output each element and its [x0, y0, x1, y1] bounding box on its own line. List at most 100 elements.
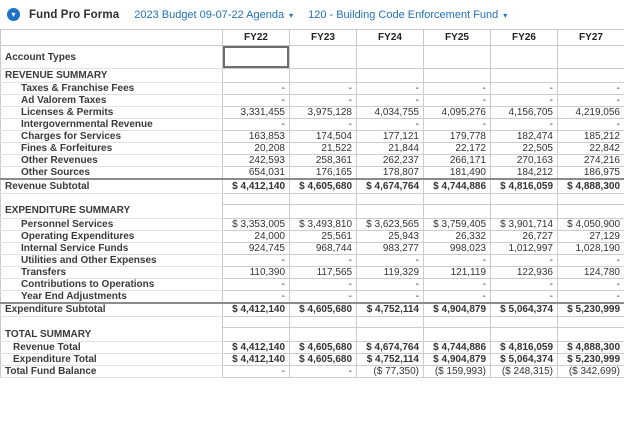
collapse-circle-caret-icon[interactable]: ▾	[7, 8, 20, 21]
value-cell	[356, 316, 424, 328]
row-label-cell: Revenue Subtotal	[0, 178, 223, 194]
value-cell	[289, 203, 357, 219]
row-label-cell: REVENUE SUMMARY	[0, 68, 223, 83]
value-cell: -	[557, 277, 624, 291]
value-cell: -	[423, 253, 491, 267]
value-cell: 4,095,276	[423, 106, 491, 119]
row-label-cell: Contributions to Operations	[0, 278, 223, 291]
value-cell: -	[423, 289, 491, 303]
value-cell: -	[289, 277, 357, 291]
value-cell	[289, 192, 357, 205]
value-cell: 262,237	[356, 154, 424, 167]
value-cell: $ 4,605,680	[289, 353, 357, 366]
value-cell: 174,504	[289, 130, 357, 143]
value-cell: 968,744	[289, 241, 357, 255]
row-label-cell: Year End Adjustments	[0, 290, 223, 303]
table-row: Internal Service Funds 924,745 968,744 983,…	[0, 241, 624, 255]
value-cell: $ 4,605,680	[289, 301, 357, 317]
value-cell	[557, 45, 624, 69]
table-row: Account Types	[0, 45, 624, 69]
value-cell: -	[222, 289, 290, 303]
value-cell: 22,842	[557, 142, 624, 155]
value-cell: 21,844	[356, 142, 424, 155]
table-row: Fines & Forfeitures 20,208 21,522 21,844 22,…	[0, 142, 624, 155]
value-cell	[356, 192, 424, 205]
value-cell: $ 4,674,764	[356, 178, 424, 194]
table-row	[0, 316, 624, 328]
value-cell: $ 4,816,059	[490, 341, 558, 354]
value-cell: $ 4,674,764	[356, 341, 424, 354]
value-cell: 270,163	[490, 154, 558, 167]
value-cell: ($ 342,699)	[557, 365, 624, 378]
value-cell	[490, 192, 558, 205]
value-cell: 4,156,705	[490, 106, 558, 119]
value-cell: -	[222, 365, 290, 378]
value-cell: 124,780	[557, 265, 624, 279]
caret-down-icon: ▾	[289, 10, 294, 20]
table-row: Personnel Services $ 3,353,005 $ 3,493,810…	[0, 217, 624, 231]
value-cell: $ 4,050,900	[557, 217, 624, 231]
value-cell: $ 5,230,999	[557, 301, 624, 317]
value-cell	[289, 316, 357, 328]
value-cell: 24,000	[222, 229, 290, 243]
value-cell: -	[423, 94, 491, 107]
value-cell: 3,331,455	[222, 106, 290, 119]
value-cell: 4,034,755	[356, 106, 424, 119]
column-header-fy22: FY22	[222, 29, 290, 46]
column-header-fy24: FY24	[356, 29, 424, 46]
value-cell: 182,474	[490, 130, 558, 143]
value-cell: $ 4,752,114	[356, 301, 424, 317]
value-cell: $ 4,412,140	[222, 353, 290, 366]
value-cell: 1,028,190	[557, 241, 624, 255]
table-row: TOTAL SUMMARY	[0, 327, 624, 342]
table-row: Operating Expenditures 24,000 25,561 25,943…	[0, 229, 624, 243]
value-cell	[289, 68, 357, 83]
value-cell: -	[289, 253, 357, 267]
row-label-cell: Intergovernmental Revenue	[0, 118, 223, 131]
value-cell	[490, 316, 558, 328]
row-label-cell: Taxes & Franchise Fees	[0, 82, 223, 95]
column-header-row: FY22 FY23 FY24 FY25 FY26 FY27	[0, 29, 624, 46]
value-cell	[222, 316, 290, 328]
value-cell: 1,012,997	[490, 241, 558, 255]
fund-dropdown[interactable]: 120 - Building Code Enforcement Fund ▾	[308, 9, 507, 21]
value-cell: 186,975	[557, 166, 624, 180]
table-row: Intergovernmental Revenue - - - - - -	[0, 118, 624, 131]
table-row: Ad Valorem Taxes - - - - - -	[0, 94, 624, 107]
value-cell: $ 4,816,059	[490, 178, 558, 194]
value-cell: -	[490, 82, 558, 95]
row-label-cell: Operating Expenditures	[0, 230, 223, 243]
value-cell: ($ 248,315)	[490, 365, 558, 378]
value-cell	[490, 203, 558, 219]
value-cell: 184,212	[490, 166, 558, 180]
account-types-filter-input[interactable]	[222, 45, 290, 69]
value-cell: $ 4,888,300	[557, 341, 624, 354]
value-cell: $ 3,759,405	[423, 217, 491, 231]
table-row: Other Sources 654,031 176,165 178,807 181,49…	[0, 166, 624, 180]
table-row: Expenditure Subtotal $ 4,412,140 $ 4,605,6…	[0, 301, 624, 317]
value-cell: $ 5,064,374	[490, 301, 558, 317]
value-cell: -	[289, 82, 357, 95]
row-label-cell: Ad Valorem Taxes	[0, 94, 223, 107]
row-label-cell: EXPENDITURE SUMMARY	[0, 204, 223, 219]
row-label-cell: TOTAL SUMMARY	[0, 327, 223, 342]
budget-version-dropdown[interactable]: 2023 Budget 09-07-22 Agenda ▾	[134, 9, 293, 21]
value-cell: 924,745	[222, 241, 290, 255]
value-cell: -	[356, 118, 424, 131]
value-cell: $ 4,605,680	[289, 341, 357, 354]
value-cell: -	[222, 253, 290, 267]
value-cell: 242,593	[222, 154, 290, 167]
row-label-cell	[0, 193, 223, 204]
value-cell: 998,023	[423, 241, 491, 255]
value-cell: -	[356, 253, 424, 267]
value-cell: -	[222, 118, 290, 131]
value-cell	[423, 45, 491, 69]
row-label-cell: Transfers	[0, 266, 223, 279]
value-cell: -	[557, 94, 624, 107]
value-cell: 26,727	[490, 229, 558, 243]
value-cell: 22,505	[490, 142, 558, 155]
table-row: Charges for Services 163,853 174,504 177,12…	[0, 130, 624, 143]
value-cell	[289, 45, 357, 69]
row-label-cell: Utilities and Other Expenses	[0, 254, 223, 267]
value-cell: -	[490, 277, 558, 291]
